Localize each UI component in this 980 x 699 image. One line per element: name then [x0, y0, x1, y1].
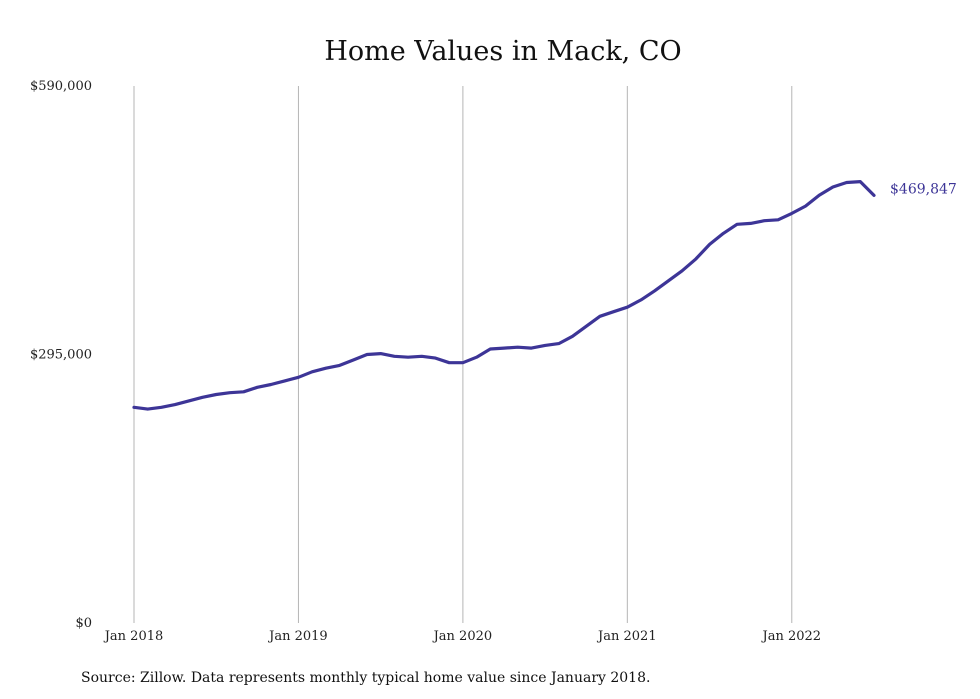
chart-title: Home Values in Mack, CO: [324, 36, 681, 67]
source-note: Source: Zillow. Data represents monthly …: [81, 670, 650, 686]
series-line: [132, 180, 876, 411]
y-axis-ticks: $0 $295,000 $590,000: [30, 79, 92, 631]
x-tick-label: Jan 2021: [596, 629, 657, 644]
y-tick-label: $295,000: [30, 348, 92, 363]
x-tick-label: Jan 2018: [103, 629, 164, 644]
end-value-label: $469,847: [890, 181, 957, 197]
grid-lines: [133, 86, 793, 623]
y-tick-label: $0: [75, 616, 92, 631]
x-tick-label: Jan 2019: [267, 629, 328, 644]
x-tick-label: Jan 2020: [432, 629, 493, 644]
y-tick-label: $590,000: [30, 79, 92, 94]
x-axis-ticks: Jan 2018 Jan 2019 Jan 2020 Jan 2021 Jan 2022: [103, 629, 821, 644]
x-tick-label: Jan 2022: [760, 629, 821, 644]
